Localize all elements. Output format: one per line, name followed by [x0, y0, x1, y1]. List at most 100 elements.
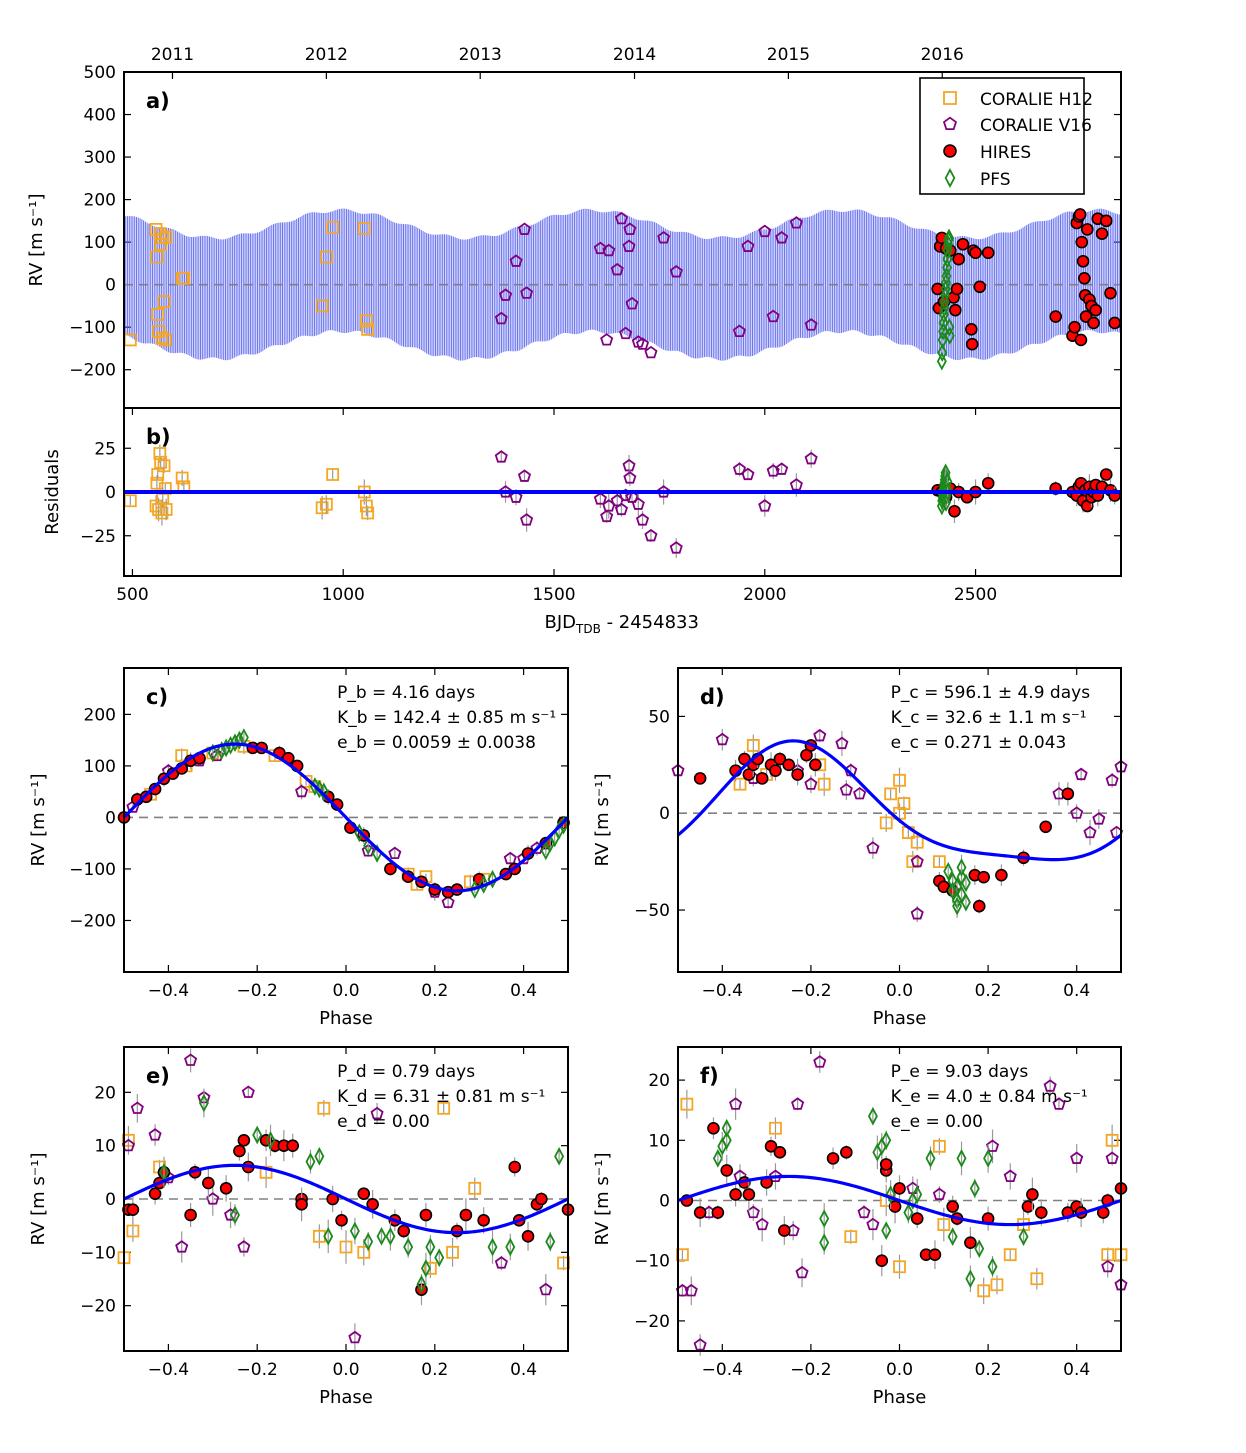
- panel-f-ytick-label: 0: [659, 1192, 670, 1212]
- panel-a-point: [326, 220, 340, 234]
- panel-f-point: [1114, 1248, 1128, 1262]
- panel-d-point: [769, 764, 782, 777]
- panel-e-point: [317, 1101, 331, 1115]
- panel-c-point: [207, 743, 218, 763]
- panel-e-point: [459, 1208, 473, 1222]
- panel-a-series-coralie-h12: [123, 220, 375, 347]
- panel-e-ytick-label: 0: [105, 1190, 116, 1210]
- panel-f-point: [768, 1169, 783, 1182]
- panel-a-point: [177, 271, 191, 285]
- panel-c-xtick-label: 0.4: [510, 981, 537, 1001]
- panel-f-point: [964, 1236, 977, 1249]
- panel-c-annotations: P_b = 4.16 days K_b = 142.4 ± 0.85 m s⁻¹ e…: [337, 683, 556, 753]
- panel-d-annotations: P_c = 596.1 ± 4.9 days K_c = 32.6 ± 1.1 m…: [891, 683, 1091, 753]
- panel-b-point: [175, 471, 189, 485]
- panel-c-annotation: e_b = 0.0059 ± 0.0038: [337, 733, 536, 753]
- panel-a-point: [758, 224, 772, 238]
- panel-f-point: [893, 1182, 906, 1195]
- panel-a-point: [644, 345, 658, 359]
- panel-a-point: [931, 282, 944, 296]
- panel-e-point: [521, 1230, 535, 1243]
- panel-e-point: [241, 1085, 255, 1098]
- panel-a-point: [1073, 208, 1087, 221]
- panel-d-point: [995, 868, 1008, 882]
- panel-e-point: [148, 1187, 162, 1200]
- panel-d-xtick-label: 0.4: [1063, 981, 1090, 1001]
- panel-a-point: [981, 246, 995, 260]
- panel-b-point: [1099, 468, 1113, 481]
- panel-e-point: [237, 1134, 251, 1147]
- panel-e-point: [397, 1224, 411, 1238]
- panel-e-point: [545, 1232, 556, 1252]
- panel-f-axes: −20 −10 0 10 20 −0.4 −0.2 0.0 0.2 0.4: [634, 1047, 1121, 1380]
- panel-e-ytick-label: −10: [80, 1243, 116, 1263]
- panel-f-point: [819, 1233, 830, 1252]
- panel-e-point: [437, 1101, 451, 1115]
- panel-c-point: [441, 895, 455, 909]
- panel-f-point: [990, 1278, 1004, 1292]
- panel-b-point: [657, 485, 671, 498]
- panel-b-point: [948, 504, 961, 518]
- panel-a-point: [941, 266, 952, 286]
- panel-b-point: [635, 513, 650, 526]
- panel-f-point: [711, 1206, 725, 1219]
- panel-f-ytick-label: −10: [634, 1252, 670, 1272]
- panel-b-label: b): [146, 425, 171, 449]
- panel-a-point: [152, 325, 165, 338]
- panel-b-point: [154, 455, 168, 469]
- panel-f-point: [742, 1188, 756, 1201]
- panel-a-top-tick-label: 2012: [305, 45, 348, 65]
- panel-a-point: [938, 313, 949, 333]
- panel-a-point: [669, 265, 683, 278]
- panel-a-ytick-label: 100: [84, 233, 116, 253]
- panel-a-point: [732, 324, 747, 338]
- panel-a-point: [952, 252, 965, 266]
- panel-a-ytick-label: −200: [69, 361, 116, 381]
- panel-e-point: [434, 1248, 445, 1268]
- panel-b-point: [494, 450, 508, 463]
- panel-a-point: [944, 326, 955, 346]
- panel-d-xtick-label: 0.0: [886, 981, 913, 1001]
- panel-d-point: [943, 861, 954, 881]
- panel-a-point: [155, 331, 169, 345]
- panel-e-point: [423, 1261, 437, 1275]
- panel-d-point: [1070, 806, 1084, 819]
- panel-e-point: [202, 1176, 215, 1190]
- panel-f-annotation: P_e = 9.03 days: [891, 1062, 1029, 1082]
- panel-d-point: [910, 835, 924, 849]
- panel-a-point: [937, 330, 948, 350]
- panel-f-point: [707, 1121, 720, 1135]
- panel-e-point: [370, 1106, 384, 1120]
- panel-e-xtick-label: 0.4: [510, 1360, 537, 1380]
- panel-c-point: [230, 733, 240, 753]
- panel-b-ylabel: Residuals: [42, 449, 63, 534]
- panel-a-point: [944, 317, 955, 337]
- panel-e-point: [314, 1146, 325, 1166]
- panel-d-xtick-label: 0.2: [975, 981, 1002, 1001]
- panel-b-point: [644, 528, 658, 542]
- panel-d-point: [910, 907, 924, 920]
- panel-a-ytick-label: 400: [84, 106, 116, 126]
- panel-a-point: [151, 308, 165, 321]
- panel-a-point: [942, 249, 953, 269]
- panel-b-point: [361, 506, 375, 520]
- panel-e-annotation: K_d = 6.31 ± 0.81 m s⁻¹: [337, 1087, 545, 1107]
- panel-d-point: [693, 772, 707, 785]
- panel-f-point: [778, 1224, 791, 1237]
- panel-a-point: [950, 282, 964, 296]
- panel-e-ytick-label: 20: [94, 1083, 116, 1103]
- panel-d-point: [866, 841, 880, 854]
- panel-d-xlabel: Phase: [873, 1008, 927, 1029]
- panel-d-ylabel: RV [m s⁻¹]: [592, 774, 613, 867]
- panel-e-point: [130, 1101, 144, 1114]
- panel-d-point: [977, 870, 990, 884]
- legend-marker-coralie-v16: [942, 116, 958, 130]
- panel-b-point: [631, 497, 645, 510]
- panel-a-series-pfs: [936, 228, 955, 371]
- panel-f-point: [1105, 1133, 1119, 1147]
- panel-a-point: [1078, 271, 1091, 285]
- panel-e-annotations: P_d = 0.79 days K_d = 6.31 ± 0.81 m s⁻¹ e_…: [337, 1062, 545, 1132]
- panel-b-point: [981, 476, 995, 490]
- panel-f-point: [867, 1106, 878, 1126]
- panel-d-point: [932, 855, 946, 869]
